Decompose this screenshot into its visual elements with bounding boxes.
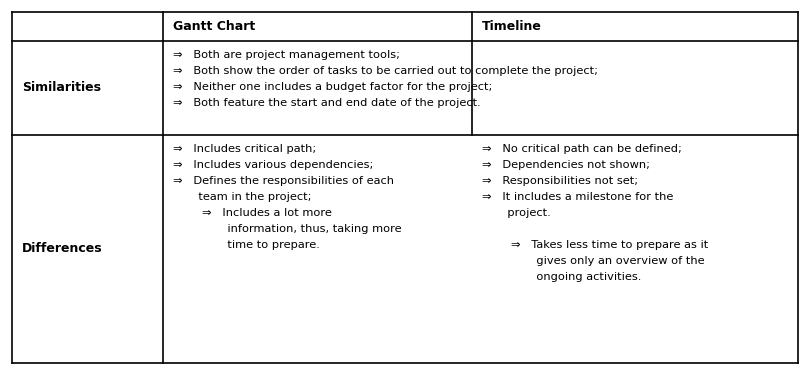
- Text: Timeline: Timeline: [482, 20, 542, 33]
- Text: Similarities: Similarities: [22, 81, 101, 94]
- Text: Gantt Chart: Gantt Chart: [173, 20, 255, 33]
- Text: Differences: Differences: [22, 242, 103, 255]
- Text: ⇒   Includes critical path;
⇒   Includes various dependencies;
⇒   Defines the r: ⇒ Includes critical path; ⇒ Includes var…: [173, 144, 402, 250]
- Text: ⇒   Both are project management tools;
⇒   Both show the order of tasks to be ca: ⇒ Both are project management tools; ⇒ B…: [173, 50, 598, 108]
- Text: ⇒   No critical path can be defined;
⇒   Dependencies not shown;
⇒   Responsibil: ⇒ No critical path can be defined; ⇒ Dep…: [482, 144, 708, 282]
